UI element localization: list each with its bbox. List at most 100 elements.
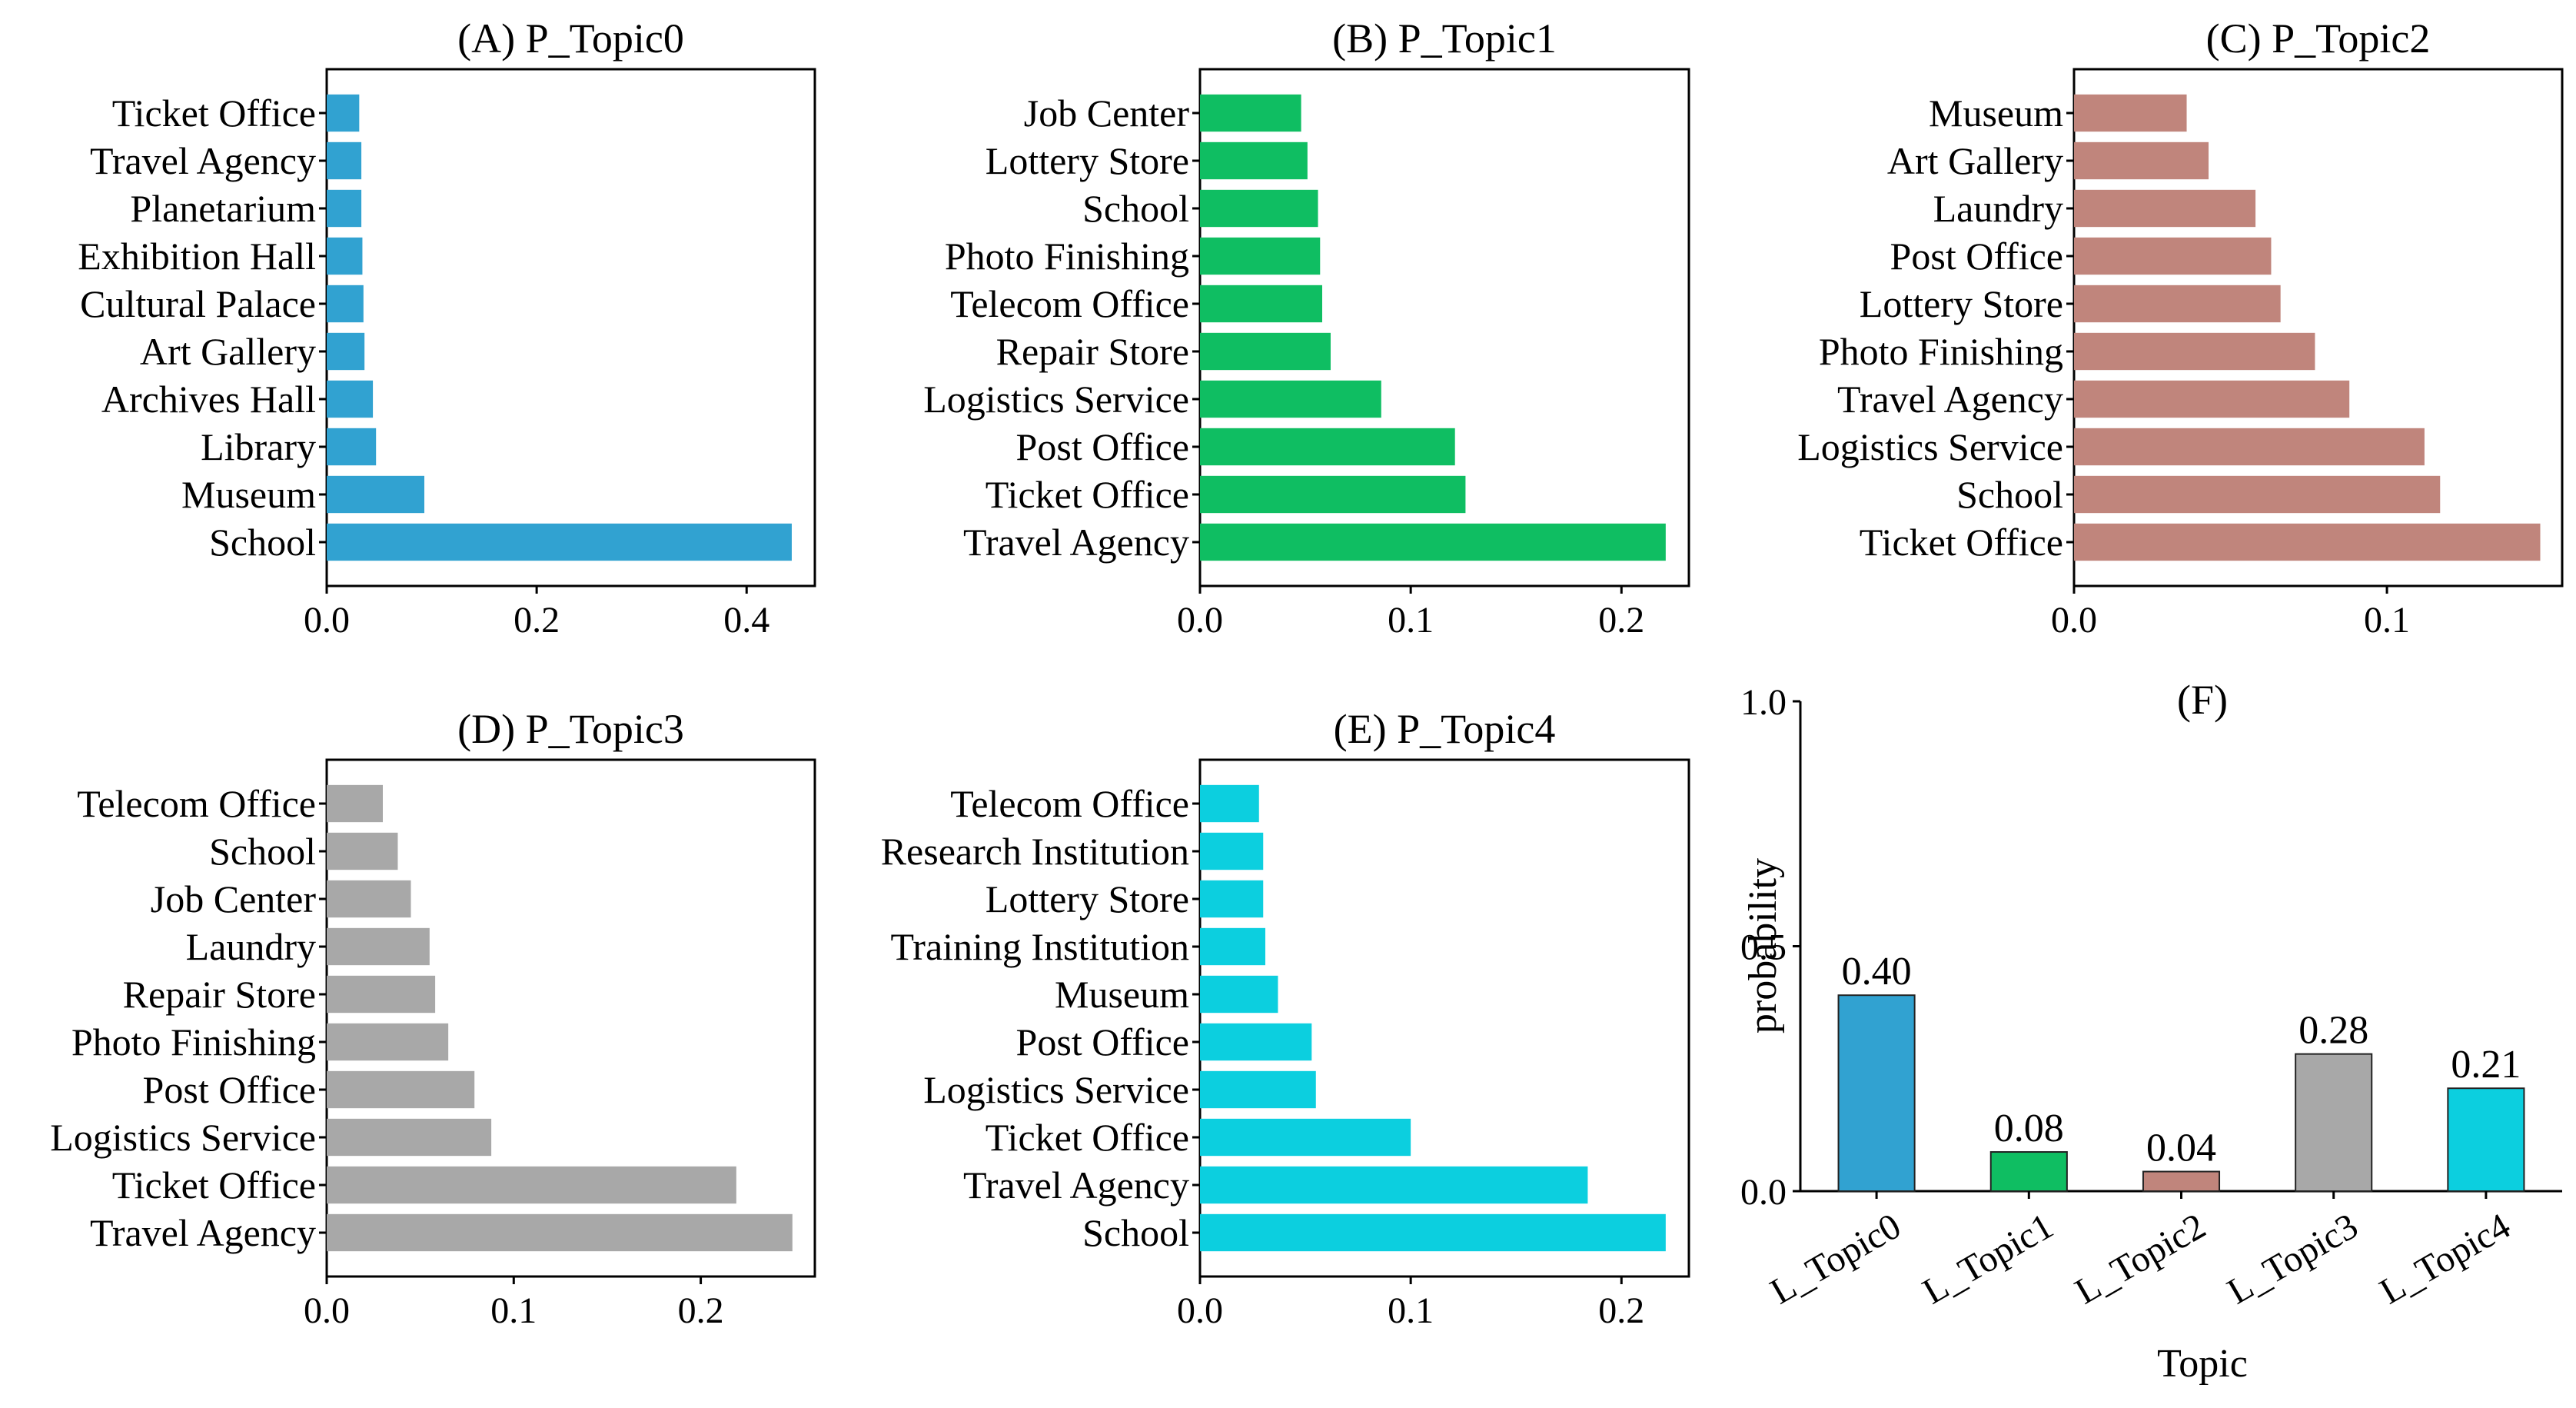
- bar: [1200, 380, 1381, 418]
- bar: [327, 380, 374, 418]
- data-label: 0.08: [1994, 1107, 2064, 1150]
- category-label: Travel Agency: [90, 1211, 316, 1254]
- category-label: Logistics Service: [923, 1068, 1189, 1111]
- bar: [1200, 332, 1331, 371]
- bar: [1989, 1151, 2068, 1193]
- category-label: School: [209, 830, 316, 873]
- bar: [1200, 237, 1321, 275]
- panel-title: (E) P_Topic4: [1334, 706, 1556, 752]
- category-label: Post Office: [1016, 425, 1189, 468]
- x-tick-label: 0.0: [304, 1290, 350, 1331]
- bar: [327, 237, 363, 275]
- x-tick-label: 0.0: [2051, 600, 2097, 641]
- bar: [2074, 332, 2315, 371]
- bar: [1200, 428, 1455, 466]
- category-label: Art Gallery: [1887, 139, 2063, 182]
- bar: [2074, 380, 2350, 418]
- x-tick-label: L_Topic1: [1916, 1206, 2060, 1313]
- bar: [1200, 141, 1308, 180]
- category-label: Cultural Palace: [80, 282, 316, 325]
- bar: [327, 1213, 793, 1252]
- bar: [2074, 94, 2187, 132]
- bar: [2074, 428, 2425, 466]
- category-label: Logistics Service: [1797, 425, 2063, 468]
- panel-4: (E) P_Topic4 Telecom Office Research Insti…: [881, 706, 1690, 1331]
- category-label: Planetarium: [130, 187, 316, 230]
- category-label: Telecom Office: [77, 782, 316, 825]
- x-axis-label: Topic: [2157, 1342, 2248, 1386]
- axes-frame: [325, 758, 816, 1278]
- bar: [1200, 94, 1301, 132]
- category-label: Travel Agency: [1837, 378, 2063, 421]
- category-label: Research Institution: [881, 830, 1189, 873]
- y-tick-label: 0.5: [1740, 927, 1787, 968]
- bar: [2074, 285, 2281, 323]
- bar: [1200, 975, 1278, 1014]
- category-label: Travel Agency: [963, 1163, 1189, 1207]
- category-label: Telecom Office: [950, 282, 1189, 325]
- bar: [1200, 927, 1265, 966]
- x-tick-label: 0.2: [678, 1290, 724, 1331]
- bar: [327, 1166, 736, 1204]
- x-tick-label: 0.2: [1598, 600, 1644, 641]
- category-label: Archives Hall: [101, 378, 316, 421]
- category-label: Ticket Office: [1860, 521, 2063, 564]
- category-label: Ticket Office: [112, 1163, 316, 1207]
- category-label: Lottery Store: [986, 139, 1189, 182]
- x-tick-label: 0.2: [1598, 1290, 1644, 1331]
- panel-title: (C) P_Topic2: [2206, 15, 2431, 62]
- category-label: Museum: [1929, 92, 2063, 135]
- x-tick-label: 0.0: [304, 600, 350, 641]
- category-label: Lottery Store: [1860, 282, 2063, 325]
- category-label: Photo Finishing: [1819, 330, 2063, 373]
- panel-f: 0.0 0.5 1.0 (F) 0.40 L_Topic0 0.08 L_Topic1 0.04…: [1740, 677, 2562, 1386]
- category-label: Library: [201, 425, 316, 468]
- category-label: Job Center: [1024, 92, 1190, 135]
- category-label: Ticket Office: [112, 92, 316, 135]
- bar: [2074, 141, 2209, 180]
- category-label: School: [1956, 473, 2063, 516]
- axes-frame: [325, 68, 816, 587]
- bar: [327, 428, 377, 466]
- bar: [327, 1023, 449, 1061]
- bar: [327, 475, 424, 514]
- bar: [327, 94, 360, 132]
- category-label: Exhibition Hall: [78, 235, 316, 278]
- category-label: Post Office: [1890, 235, 2063, 278]
- bar: [327, 1118, 492, 1157]
- x-tick-label: 0.1: [1388, 600, 1434, 641]
- category-label: School: [1082, 1211, 1189, 1254]
- category-label: Art Gallery: [140, 330, 316, 373]
- bar: [2447, 1087, 2525, 1192]
- category-label: Ticket Office: [986, 1116, 1189, 1159]
- category-label: School: [209, 521, 316, 564]
- bar: [1200, 1166, 1588, 1204]
- y-tick-label: 1.0: [1740, 682, 1787, 723]
- data-label: 0.40: [1842, 950, 1912, 994]
- bar: [327, 927, 430, 966]
- bar: [1200, 880, 1264, 918]
- bar: [1200, 475, 1466, 514]
- x-tick-label: 0.0: [1177, 1290, 1223, 1331]
- category-label: Photo Finishing: [71, 1020, 316, 1063]
- category-label: Photo Finishing: [945, 235, 1189, 278]
- bar: [327, 285, 364, 323]
- panel-title: (A) P_Topic0: [457, 15, 684, 62]
- bar: [327, 1070, 475, 1109]
- bar: [1200, 1213, 1666, 1252]
- bar: [327, 332, 365, 371]
- bar: [1200, 189, 1318, 228]
- category-label: Travel Agency: [90, 139, 316, 182]
- x-tick-label: 0.0: [1177, 600, 1223, 641]
- category-label: Telecom Office: [950, 782, 1189, 825]
- bar: [327, 189, 362, 228]
- bar: [327, 975, 436, 1014]
- panel-title: (F): [2177, 677, 2228, 723]
- bar: [327, 141, 362, 180]
- x-tick-label: L_Topic3: [2221, 1206, 2365, 1313]
- x-tick-label: 0.4: [723, 600, 769, 641]
